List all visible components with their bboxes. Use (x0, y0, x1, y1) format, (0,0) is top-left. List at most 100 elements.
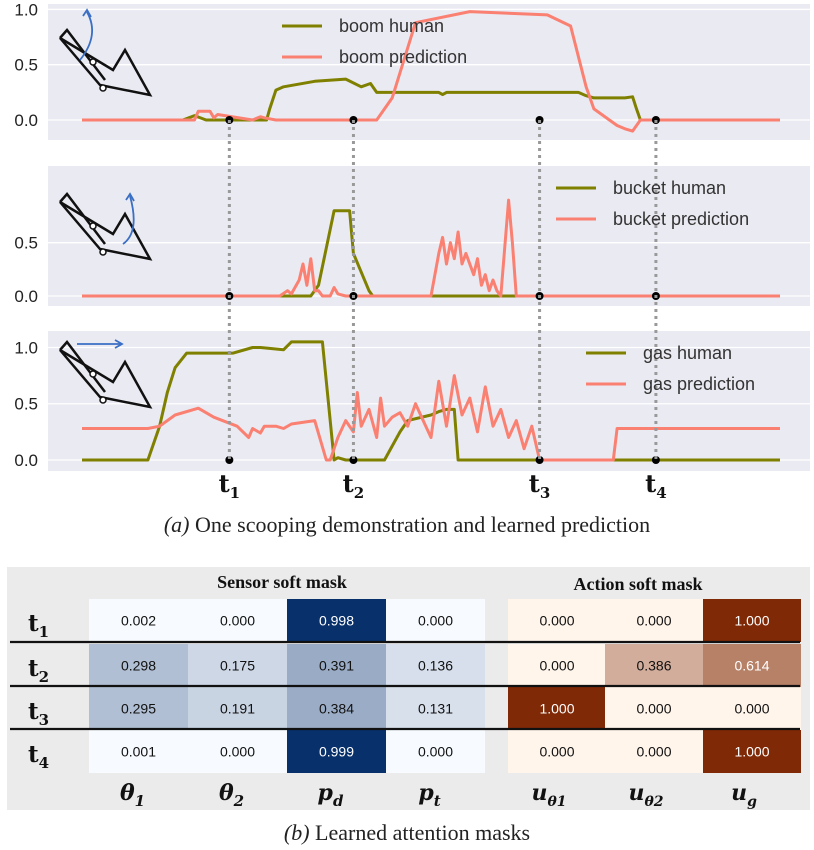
panel-boom-bg (48, 4, 810, 140)
panel-gas-bg (48, 331, 810, 471)
legend-label: bucket human (613, 178, 726, 198)
sensor-cell-value: 0.002 (121, 613, 156, 629)
legend-label: boom human (339, 16, 444, 36)
sensor-cell-value: 0.391 (319, 658, 354, 674)
action-cell (605, 730, 703, 773)
panel-bucket-bg (48, 166, 810, 306)
action-cell (508, 599, 606, 642)
sensor-cell-value: 0.175 (220, 658, 255, 674)
action-cell (508, 730, 606, 773)
action-col-label: ug (731, 780, 757, 810)
y-tick-label: 0.5 (14, 56, 38, 75)
legend-label: boom prediction (339, 47, 467, 67)
sensor-cell-value: 0.000 (418, 744, 453, 760)
time-label: t3 (529, 469, 551, 502)
series-line-boom-prediction (82, 10, 780, 133)
row-label: t2 (28, 655, 49, 686)
action-cell (703, 644, 801, 687)
sensor-cell (287, 644, 386, 687)
action-cell-value: 1.000 (734, 613, 769, 629)
action-cell (703, 687, 801, 730)
sensor-cell-value: 0.295 (121, 701, 156, 717)
sensor-cell (287, 730, 386, 773)
y-tick-label: 0.0 (14, 111, 38, 130)
time-marker (651, 456, 660, 464)
action-cell (508, 687, 606, 730)
action-cell-value: 1.000 (734, 744, 769, 760)
sensor-cell-value: 0.131 (418, 701, 453, 717)
sensor-cell (188, 730, 287, 773)
sensor-mask-title: Sensor soft mask (217, 572, 347, 592)
sensor-cell (89, 599, 188, 642)
action-cell (605, 687, 703, 730)
action-cell (703, 599, 801, 642)
y-tick-label: 1.0 (14, 338, 38, 357)
sensor-cell (188, 644, 287, 687)
series-line-boom-human (82, 77, 780, 122)
action-cell (703, 730, 801, 773)
sensor-cell (287, 687, 386, 730)
action-cell (605, 599, 703, 642)
sensor-cell-value: 0.384 (319, 701, 354, 717)
action-cell-value: 0.000 (734, 701, 769, 717)
action-mask-title: Action soft mask (574, 574, 703, 594)
caption-a: (a) One scooping demonstration and learn… (164, 512, 650, 537)
action-cell-value: 0.000 (539, 658, 574, 674)
sensor-col-label: pd (318, 780, 344, 810)
excavator-bucket-icon (59, 192, 153, 261)
sensor-cell-value: 0.998 (319, 613, 354, 629)
time-marker (349, 456, 358, 464)
y-tick-label: 0.5 (14, 395, 38, 414)
action-col-label: uθ2 (628, 780, 663, 810)
sensor-cell (287, 599, 386, 642)
caption-b: (b) Learned attention masks (284, 820, 530, 845)
sensor-cell-value: 0.000 (220, 744, 255, 760)
time-label: t4 (645, 469, 667, 502)
y-tick-label: 0.0 (14, 287, 38, 306)
sensor-cell (89, 730, 188, 773)
sensor-cell (89, 687, 188, 730)
series-line-gas-human (82, 340, 780, 462)
action-cell-value: 1.000 (539, 701, 574, 717)
sensor-col-label: pt (418, 780, 440, 810)
series-line-gas-prediction (82, 374, 780, 462)
sensor-cell (386, 687, 485, 730)
sensor-cell-value: 0.999 (319, 744, 354, 760)
excavator-gas-icon (59, 339, 153, 409)
row-label: t1 (28, 610, 49, 641)
sensor-cell-value: 0.001 (121, 744, 156, 760)
sensor-cell-value: 0.000 (220, 613, 255, 629)
sensor-cell (89, 644, 188, 687)
action-cell-value: 0.000 (636, 701, 671, 717)
action-col-label: uθ1 (531, 780, 566, 810)
sensor-cell (188, 599, 287, 642)
legend-label: gas human (643, 343, 732, 363)
sensor-cell (188, 687, 287, 730)
y-tick-label: 0.5 (14, 234, 38, 253)
series-line-bucket-prediction (82, 198, 780, 298)
action-cell-value: 0.000 (539, 744, 574, 760)
action-cell-value: 0.000 (636, 744, 671, 760)
row-label: t3 (28, 698, 49, 729)
sensor-cell (386, 644, 485, 687)
action-cell-value: 0.386 (636, 658, 671, 674)
action-cell (605, 644, 703, 687)
time-marker (225, 456, 234, 464)
row-label: t4 (28, 741, 49, 772)
sensor-col-label: θ1 (120, 780, 145, 810)
action-cell-value: 0.614 (734, 658, 769, 674)
time-label: t2 (343, 469, 365, 502)
sensor-cell-value: 0.191 (220, 701, 255, 717)
excavator-boom-icon (59, 8, 153, 97)
legend-label: bucket prediction (613, 209, 749, 229)
time-label: t1 (219, 469, 241, 502)
legend-label: gas prediction (643, 374, 755, 394)
sensor-cell (386, 599, 485, 642)
sensor-col-label: θ2 (219, 780, 244, 810)
y-tick-label: 1.0 (14, 0, 38, 19)
sensor-cell (386, 730, 485, 773)
sensor-cell-value: 0.000 (418, 613, 453, 629)
sensor-cell-value: 0.298 (121, 658, 156, 674)
action-cell-value: 0.000 (539, 613, 574, 629)
